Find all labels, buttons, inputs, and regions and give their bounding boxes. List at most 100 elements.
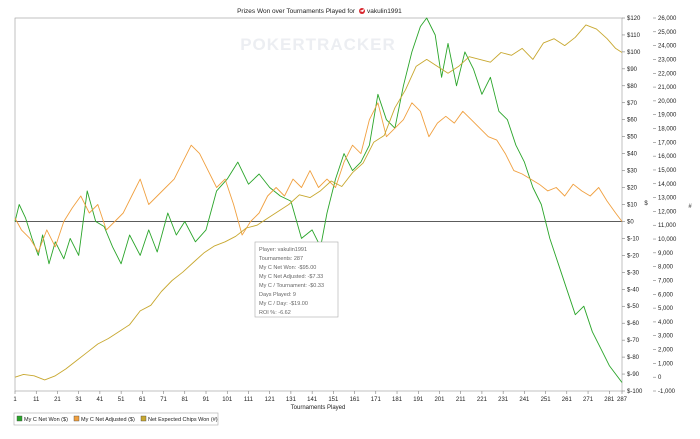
legend-label: My C Net Adjusted ($): [81, 417, 135, 423]
tooltip: Player: vakulin1991 Tournaments: 287 My …: [254, 241, 339, 318]
y2-tick-label: 3,000: [658, 334, 674, 340]
y-tick-label: $110: [627, 33, 641, 39]
y2-tick-label: 15,000: [658, 168, 677, 174]
y2-tick-label: 7,000: [658, 278, 674, 284]
y2-tick-label: 0: [658, 375, 662, 381]
x-tick-label: 101: [222, 397, 233, 403]
y2-tick-label: 13,000: [658, 196, 677, 202]
y2-tick-label: 10,000: [658, 237, 677, 243]
y-tick-label: $-80: [627, 355, 640, 361]
y-tick-label: $80: [627, 84, 638, 90]
y-tick-label: $90: [627, 67, 638, 73]
y-axis-left: $-100 $-90 $-80 $-70 $-60 $-50 $-40 $-30 $-20 $-1…: [622, 16, 643, 395]
x-tick-label: 241: [519, 397, 530, 403]
y-tick-label: $20: [627, 186, 638, 192]
y-tick-label: $-20: [627, 253, 640, 259]
legend-item[interactable]: Net Expected Chips Won (#): [140, 415, 218, 423]
y2-tick-label: 26,000: [658, 16, 677, 22]
y2-tick-label: 24,000: [658, 44, 677, 50]
x-tick-label: 287: [617, 397, 628, 403]
x-tick-label: 151: [328, 397, 339, 403]
tooltip-box: [254, 241, 339, 318]
series-line: [14, 17, 623, 383]
y2-tick-label: 12,000: [658, 209, 677, 215]
plot-area: [14, 17, 623, 392]
y-tick-label: $70: [627, 101, 638, 107]
pokerstars-logo-icon: [359, 8, 365, 14]
x-tick-label: 201: [434, 397, 445, 403]
x-axis-label: Tournaments Played: [291, 405, 346, 411]
legend-swatch: [73, 415, 80, 422]
y-tick-label: $50: [627, 135, 638, 141]
x-tick-label: 51: [118, 397, 125, 403]
x-tick-label: 171: [371, 397, 382, 403]
legend: My C Net Won ($) My C Net Adjusted ($) N…: [13, 412, 219, 426]
x-tick-label: 231: [498, 397, 509, 403]
y2-tick-label: 23,000: [658, 57, 677, 63]
tooltip-line: ROI %: -6.62: [259, 310, 291, 316]
legend-label: My C Net Won ($): [24, 417, 68, 423]
y2-tick-label: 1,000: [658, 361, 674, 367]
legend-swatch: [16, 415, 23, 422]
legend-swatch: [140, 415, 147, 422]
y2-tick-label: 8,000: [658, 265, 674, 271]
x-tick-label: 11: [33, 397, 40, 403]
x-tick-label: 271: [583, 397, 594, 403]
y-tick-label: $-60: [627, 321, 640, 327]
legend-item[interactable]: My C Net Won ($): [16, 415, 68, 423]
y2-tick-label: 2,000: [658, 348, 674, 354]
x-tick-label: 161: [350, 397, 361, 403]
y-tick-label: $-100: [627, 389, 643, 395]
chart-title: Prizes Won over Tournaments Played for: [237, 8, 356, 15]
tooltip-line: My C Net Won: -$95.00: [259, 265, 316, 271]
y2-tick-label: 14,000: [658, 182, 677, 188]
x-tick-label: 21: [54, 397, 61, 403]
x-tick-label: 251: [541, 397, 552, 403]
y-tick-label: $-10: [627, 236, 640, 242]
y2-tick-label: 17,000: [658, 140, 677, 146]
y-tick-label: $120: [627, 16, 641, 22]
x-tick-label: 61: [139, 397, 146, 403]
x-tick-label: 221: [477, 397, 488, 403]
x-tick-label: 261: [562, 397, 573, 403]
y-tick-label: $100: [627, 50, 641, 56]
series-line: [14, 24, 623, 381]
y2-tick-label: 19,000: [658, 113, 677, 119]
tooltip-line: My C / Day: -$19.00: [259, 301, 308, 307]
y-tick-label: $-30: [627, 270, 640, 276]
x-tick-label: 31: [75, 397, 82, 403]
y2-tick-label: 18,000: [658, 127, 677, 133]
y-tick-label: $-40: [627, 287, 640, 293]
tooltip-line: Days Played: 9: [259, 292, 296, 298]
x-tick-label: 1: [13, 397, 17, 403]
series-line: [14, 102, 623, 253]
y2-tick-label: 20,000: [658, 99, 677, 105]
series-layer: [14, 17, 623, 383]
y-tick-label: $0: [627, 219, 634, 225]
y-tick-label: $30: [627, 169, 638, 175]
legend-item[interactable]: My C Net Adjusted ($): [73, 415, 135, 423]
y-tick-label: $-90: [627, 372, 640, 378]
x-tick-label: 111: [244, 397, 254, 403]
x-tick-label: 281: [604, 397, 615, 403]
x-tick-label: 71: [160, 397, 167, 403]
x-tick-label: 81: [181, 397, 188, 403]
legend-box: [13, 412, 219, 426]
y-tick-label: $40: [627, 152, 638, 158]
tooltip-line: Player: vakulin1991: [259, 247, 307, 253]
y2-tick-label: 16,000: [658, 154, 677, 160]
y-axis-right-label: #: [688, 204, 692, 210]
y2-tick-label: 6,000: [658, 292, 674, 298]
y-tick-label: $10: [627, 203, 638, 209]
x-tick-label: 41: [97, 397, 104, 403]
y-tick-label: $-70: [627, 338, 640, 344]
x-tick-label: 211: [456, 397, 466, 403]
y2-tick-label: 11,000: [658, 223, 677, 229]
y2-tick-label: 4,000: [658, 320, 674, 326]
x-tick-label: 121: [265, 397, 276, 403]
y-axis-left-label: $: [644, 201, 648, 207]
y2-tick-label: 5,000: [658, 306, 674, 312]
player-name: vakulin1991: [367, 8, 402, 15]
